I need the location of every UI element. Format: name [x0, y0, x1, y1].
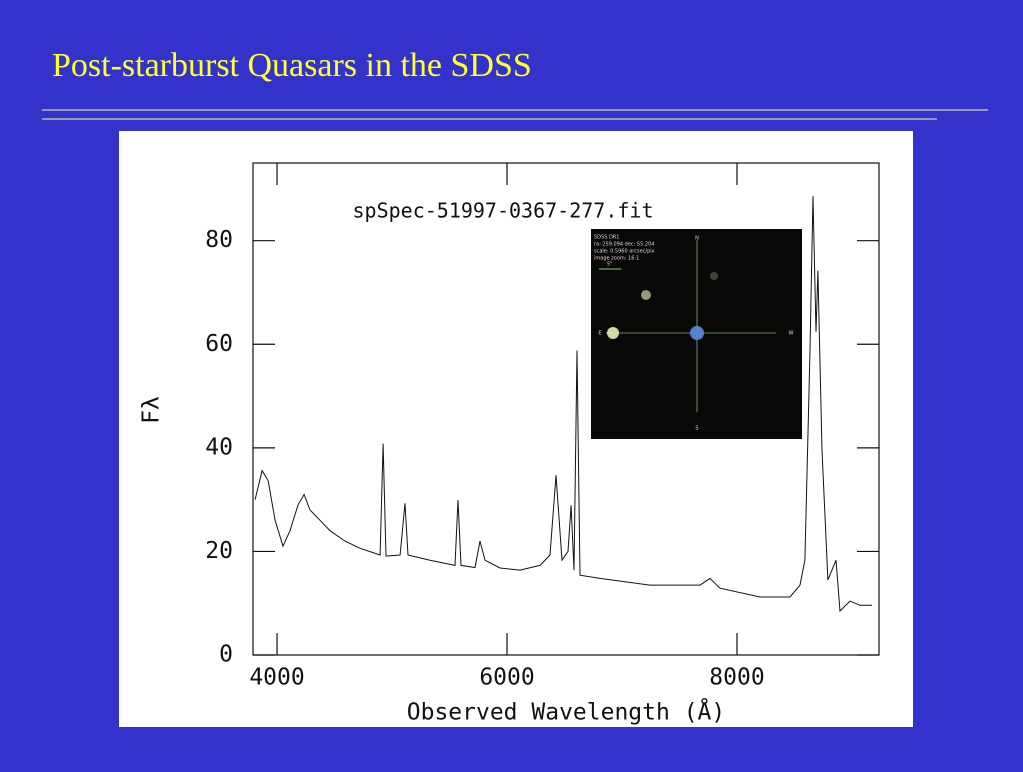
inset-text: SDSS DR1 — [594, 235, 619, 241]
inset-text: S — [695, 426, 698, 432]
y-tick-label: 80 — [205, 227, 233, 253]
inset-text: ra: 259.094 dec: 55.204 — [594, 242, 654, 248]
y-tick-label: 0 — [219, 642, 233, 668]
inset-text: 5" — [607, 262, 612, 268]
inset-text: scale: 0.5960 arcsec/pix — [594, 249, 655, 255]
x-tick-label: 8000 — [709, 665, 764, 691]
inset-text: N — [695, 236, 699, 242]
inset-text: image zoom: 16:1 — [594, 256, 639, 262]
x-axis-label: Observed Wavelength (Å) — [407, 698, 726, 726]
inset-image: SDSS DR1 ra: 259.094 dec: 55.204 scale: … — [591, 229, 802, 439]
star — [607, 327, 619, 339]
plot-frame — [252, 162, 880, 656]
object — [690, 326, 704, 340]
inset-text: E — [598, 331, 601, 337]
inset-text: W — [789, 331, 794, 337]
y-axis-label: Fλ — [139, 396, 165, 424]
star — [710, 272, 718, 280]
slide-title: Post-starburst Quasars in the SDSS — [52, 47, 532, 84]
chart-title: spSpec-51997-0367-277.fit — [352, 199, 653, 223]
y-tick-label: 60 — [205, 331, 233, 357]
x-tick-label: 4000 — [249, 665, 304, 691]
y-tick-label: 20 — [205, 538, 233, 564]
y-tick-label: 40 — [205, 434, 233, 460]
star — [641, 290, 651, 300]
spectrum-line — [254, 196, 872, 613]
x-tick-label: 6000 — [479, 665, 534, 691]
